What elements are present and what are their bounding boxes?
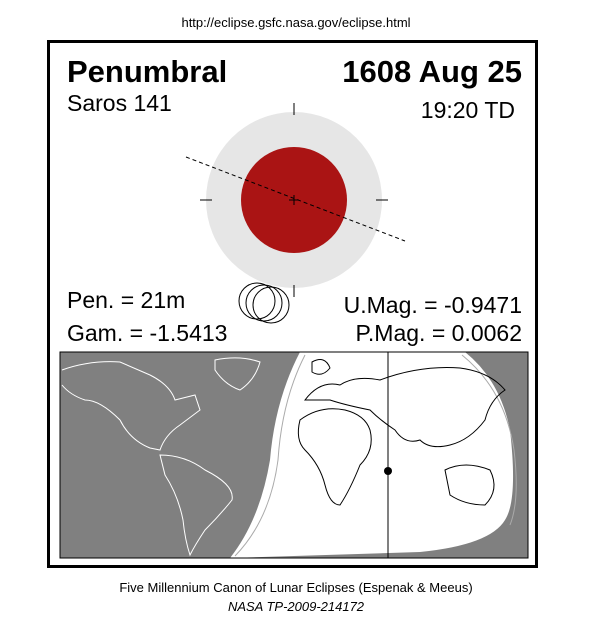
world-map <box>59 351 529 559</box>
eclipse-time: 19:20 TD <box>421 97 515 123</box>
axis-ticks <box>200 103 388 297</box>
gamma: Gam. = -1.5413 <box>67 320 227 346</box>
footer-title: Five Millennium Canon of Lunar Eclipses … <box>119 580 472 595</box>
footer-reference: NASA TP-2009-214172 <box>228 599 365 614</box>
frame <box>47 40 538 568</box>
saros: Saros 141 <box>67 90 172 116</box>
umbral-magnitude: U.Mag. = -0.9471 <box>344 292 522 318</box>
moon-phases <box>238 282 290 324</box>
eclipse-date: 1608 Aug 25 <box>342 54 522 89</box>
eclipse-type: Penumbral <box>67 54 227 89</box>
penumbral-magnitude: P.Mag. = 0.0062 <box>356 320 522 346</box>
source-url: http://eclipse.gsfc.nasa.gov/eclipse.htm… <box>181 15 410 30</box>
pen-duration: Pen. = 21m <box>67 287 185 313</box>
